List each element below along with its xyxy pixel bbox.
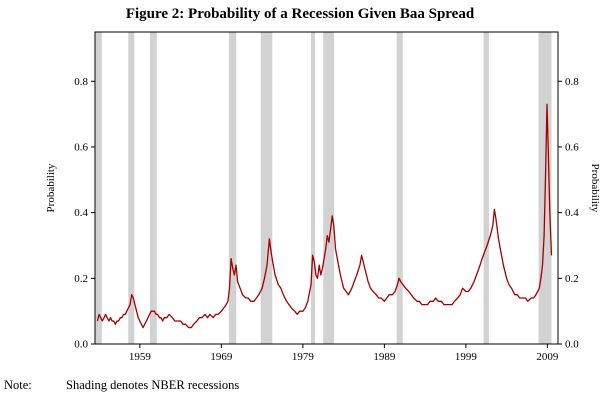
recession-band	[311, 32, 316, 344]
figure-note: Note: Shading denotes NBER recessions	[0, 378, 600, 393]
x-tick-label: 2009	[536, 351, 559, 363]
chart-title: Figure 2: Probability of a Recession Giv…	[125, 6, 475, 22]
y-tick-label-right: 0.6	[565, 141, 579, 153]
x-tick-label: 1989	[373, 351, 396, 363]
probability-line	[96, 103, 553, 329]
x-tick-label: 1959	[129, 351, 152, 363]
note-label: Note:	[4, 378, 32, 392]
recession-probability-chart: 0.0 0.0 0.2 0.2 0.4 0.4 0.6 0.6 0.8 0.8 1959 1969 19…	[45, 31, 600, 363]
recession-band	[150, 32, 157, 344]
y-axis-title-right: Probability	[589, 164, 600, 213]
y-tick-label-left: 0.4	[74, 207, 88, 219]
recession-band	[396, 32, 403, 344]
plot-frame	[94, 31, 559, 345]
x-tick-label: 1979	[292, 351, 315, 363]
x-tick-label: 1999	[455, 351, 478, 363]
recession-band	[95, 32, 102, 344]
recession-band	[128, 32, 135, 344]
recession-band	[228, 32, 237, 344]
note-text: Shading denotes NBER recessions	[66, 378, 240, 392]
y-tick-label-right: 0.0	[565, 339, 579, 351]
recession-band	[260, 32, 273, 344]
y-axis-title-left: Probability	[45, 163, 57, 212]
y-tick-label-left: 0.2	[74, 273, 88, 285]
y-tick-label-right: 0.4	[565, 207, 579, 219]
recession-band	[483, 32, 489, 344]
y-tick-label-left: 0.8	[74, 76, 88, 88]
y-tick-label-right: 0.2	[565, 273, 579, 285]
x-tick-label: 1969	[210, 351, 233, 363]
y-tick-label-left: 0.6	[74, 141, 88, 153]
y-tick-label-right: 0.8	[565, 76, 579, 88]
y-tick-label-left: 0.0	[74, 339, 88, 351]
recession-band	[323, 32, 335, 344]
